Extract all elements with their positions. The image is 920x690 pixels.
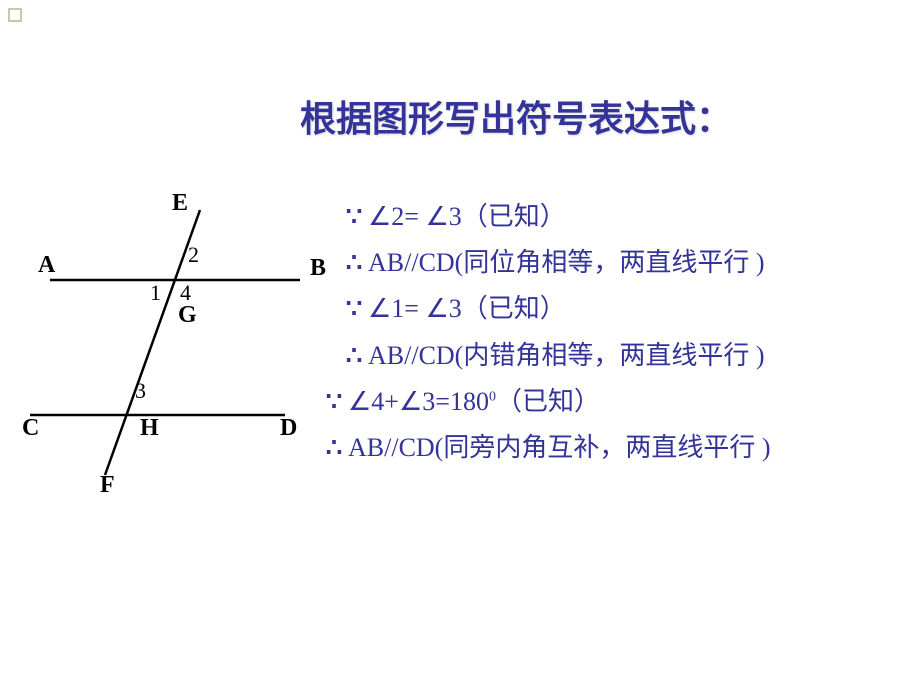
proof-sup-5: 0: [489, 389, 496, 404]
proof-reason-4: 内错角相等，两直线平行: [463, 341, 749, 370]
label-e: E: [172, 190, 188, 217]
proof-math-5-text: ∠4+∠3=180: [348, 387, 489, 416]
label-f: F: [100, 472, 115, 499]
proof-tail-6: ): [755, 433, 770, 462]
label-d: D: [280, 415, 297, 442]
proof-math-5: ∠4+∠3=1800: [348, 387, 496, 416]
label-g: G: [178, 302, 197, 329]
proof-line-3: ∵∠1= ∠3（已知）: [340, 287, 900, 331]
therefore-icon: ∴: [320, 426, 348, 470]
corner-square-icon: [8, 8, 22, 22]
angle-1: 1: [150, 280, 161, 306]
corner-decoration: [8, 8, 22, 22]
geometry-diagram: A B C D E F G H 1 2 3 4: [20, 190, 320, 510]
angle-3: 3: [135, 378, 146, 404]
page-title: 根据图形写出符号表达式：: [300, 90, 732, 142]
proof-reason-5: （已知）: [496, 387, 600, 416]
proof-reason-1: （已知）: [462, 202, 566, 231]
proof-math-1: ∠2= ∠3: [368, 202, 462, 231]
label-c: C: [22, 415, 39, 442]
therefore-icon: ∴: [340, 241, 368, 285]
proof-line-2: ∴AB//CD(同位角相等，两直线平行 ): [340, 241, 900, 285]
proof-math-4: AB//CD(: [368, 341, 463, 370]
label-h: H: [140, 415, 159, 442]
proof-reason-2: 同位角相等，两直线平行: [463, 248, 749, 277]
proof-tail-2: ): [749, 248, 764, 277]
because-icon: ∵: [340, 195, 368, 239]
proof-reason-6: 同旁内角互补，两直线平行: [443, 433, 755, 462]
therefore-icon: ∴: [340, 334, 368, 378]
proof-math-6: AB//CD(: [348, 433, 443, 462]
label-a: A: [38, 252, 55, 279]
proof-line-5: ∵∠4+∠3=1800（已知）: [320, 380, 900, 424]
proof-block: ∵∠2= ∠3（已知） ∴AB//CD(同位角相等，两直线平行 ) ∵∠1= ∠…: [340, 195, 900, 472]
proof-tail-4: ): [749, 341, 764, 370]
proof-line-1: ∵∠2= ∠3（已知）: [340, 195, 900, 239]
proof-reason-3: （已知）: [462, 294, 566, 323]
angle-4: 4: [180, 280, 191, 306]
angle-2: 2: [188, 242, 199, 268]
diagram-svg: [20, 190, 320, 510]
because-icon: ∵: [320, 380, 348, 424]
proof-line-6: ∴AB//CD(同旁内角互补，两直线平行 ): [320, 426, 900, 470]
proof-math-2: AB//CD(: [368, 248, 463, 277]
proof-math-3: ∠1= ∠3: [368, 294, 462, 323]
because-icon: ∵: [340, 287, 368, 331]
proof-line-4: ∴AB//CD(内错角相等，两直线平行 ): [340, 334, 900, 378]
label-b: B: [310, 255, 326, 282]
